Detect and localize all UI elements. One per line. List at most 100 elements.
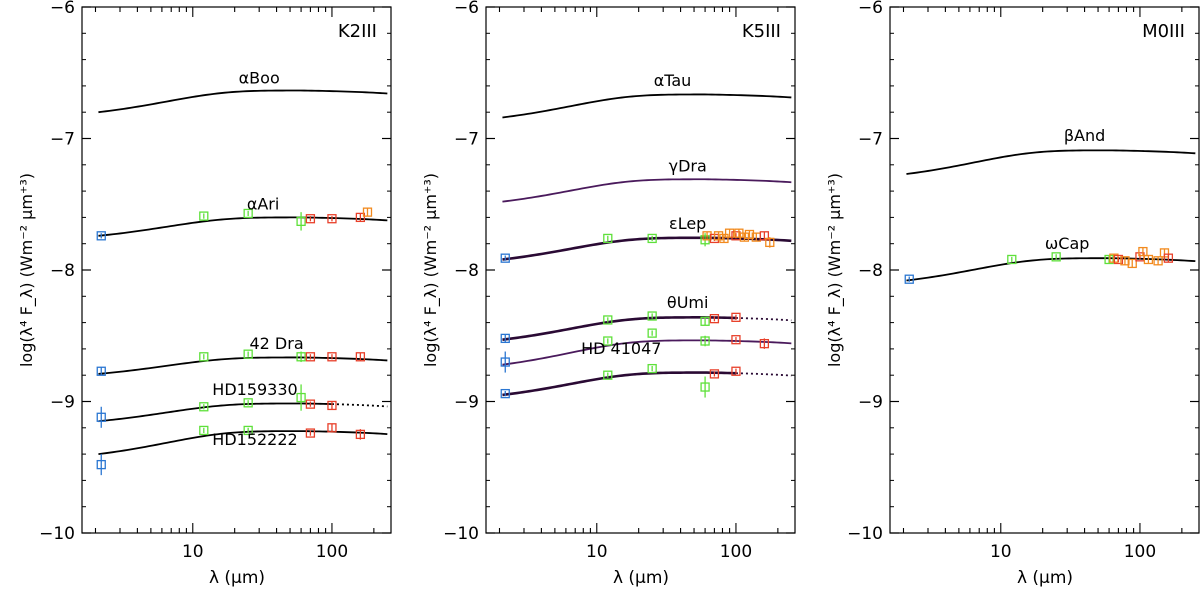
data-point (500, 357, 510, 367)
panel-label: M0III (1142, 21, 1185, 42)
data-point (1104, 254, 1114, 265)
series-line-extrapolated (735, 317, 792, 322)
data-point (647, 233, 657, 244)
data-point (243, 398, 253, 408)
series-label: αBoo (239, 68, 280, 87)
panel-label: K5III (742, 21, 781, 42)
x-tick-label: 100 (720, 542, 752, 562)
data-point (603, 370, 613, 380)
data-point (1153, 256, 1163, 266)
series-label: θUmi (667, 293, 709, 312)
data-point (1138, 246, 1148, 257)
data-point (305, 428, 316, 438)
series-label: HD 41047 (581, 339, 661, 358)
series-label: εLep (669, 214, 706, 233)
data-point (355, 429, 366, 440)
data-point (355, 212, 366, 223)
series-label: ωCap (1045, 234, 1090, 253)
data-point (199, 211, 209, 221)
series-line (502, 339, 792, 366)
data-point (1120, 256, 1130, 266)
series-line (906, 149, 1196, 175)
series-line (98, 89, 388, 114)
data-point (96, 412, 106, 422)
data-point (700, 382, 710, 392)
series-line (98, 402, 332, 423)
series--tau: αTau (502, 71, 792, 119)
data-point (96, 231, 106, 241)
y-tick-label: −7 (858, 130, 883, 150)
series-line (502, 178, 792, 203)
panel-2: −10 −9 −8 −7 −6 10 100 λ (μm) log(λ⁴ F_λ) (Wm⁻² … (421, 0, 796, 588)
series--umi: θUmi (500, 293, 792, 344)
data-point (500, 388, 510, 399)
data-point (1051, 252, 1061, 262)
panel-1: −10 −9 −8 −7 −6 10 100 λ (μm) log(λ⁴ F_λ) (Wm⁻² … (17, 0, 392, 588)
series-line (98, 356, 388, 375)
series-line (502, 93, 792, 119)
data-point (647, 328, 657, 338)
data-point (1007, 254, 1017, 265)
data-point (719, 233, 729, 244)
data-point (709, 369, 720, 379)
data-point (362, 207, 373, 217)
y-tick-label: −6 (858, 0, 883, 18)
series-label: HD152222 (212, 430, 297, 449)
series--and: βAnd (906, 126, 1196, 175)
data-point (500, 333, 510, 344)
y-tick-label: −7 (454, 130, 479, 150)
y-axis-label: log(λ⁴ F_λ) (Wm⁻² μm⁺³) (825, 173, 845, 367)
data-point (243, 425, 253, 436)
series--dra: γDra (502, 156, 792, 203)
data-point (744, 229, 755, 240)
data-point (765, 237, 775, 248)
series-label: αTau (654, 71, 692, 90)
x-axis-label: λ (μm) (1017, 568, 1073, 588)
series-label: αAri (247, 195, 280, 214)
series-line (906, 257, 1196, 282)
data-point (731, 312, 741, 322)
series-hd-41047: HD 41047 (500, 328, 792, 373)
data-point (1163, 253, 1174, 263)
x-tick-label: 100 (316, 542, 348, 562)
data-point (296, 216, 306, 226)
series-line (502, 316, 736, 341)
data-point (731, 335, 741, 345)
data-point (355, 352, 366, 362)
data-point (199, 402, 209, 412)
data-point (603, 315, 613, 325)
y-tick-label: −10 (39, 524, 75, 544)
series-hd152222: HD152222 (96, 423, 388, 476)
y-tick-label: −7 (50, 130, 75, 150)
y-tick-label: −10 (847, 524, 883, 544)
data-point (305, 214, 316, 224)
y-tick-label: −8 (50, 261, 75, 281)
data-point (305, 352, 316, 362)
data-point (327, 352, 337, 362)
data-point (709, 314, 720, 324)
x-tick-label: 100 (1124, 542, 1156, 562)
data-point (647, 311, 657, 321)
data-point (199, 352, 209, 362)
series-line-extrapolated (331, 403, 388, 408)
series-label: HD159330 (212, 380, 297, 399)
data-point (647, 363, 657, 374)
data-point (603, 233, 613, 244)
data-point (700, 336, 710, 346)
data-point (296, 352, 306, 362)
series-label: γDra (669, 156, 707, 175)
data-point (702, 231, 712, 241)
data-point (731, 366, 741, 376)
y-tick-label: −8 (454, 261, 479, 281)
y-tick-label: −9 (50, 393, 75, 413)
data-point (1127, 258, 1137, 269)
data-point (199, 425, 209, 436)
x-tick-label: 10 (990, 542, 1012, 562)
axes-frame (485, 6, 796, 534)
series-hd-41047-thick- (500, 363, 792, 399)
series-42-dra: 42 Dra (96, 334, 388, 376)
y-tick-label: −6 (50, 0, 75, 18)
data-point (739, 232, 750, 242)
